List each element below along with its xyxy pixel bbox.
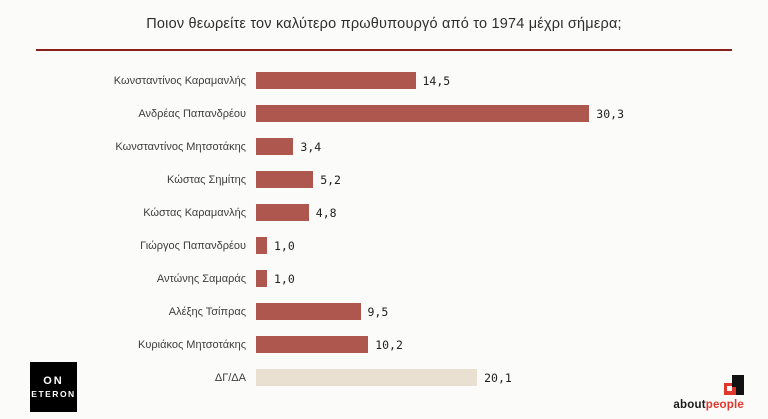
bar-area: 30,3: [256, 105, 624, 122]
chart-row: Κώστας Καραμανλής 4,8: [0, 196, 768, 229]
chart-row: Ανδρέας Παπανδρέου 30,3: [0, 97, 768, 130]
aboutpeople-icon: [724, 375, 744, 395]
value-label: 1,0: [274, 238, 295, 253]
bar-area: 3,4: [256, 138, 321, 155]
value-label: 10,2: [375, 337, 403, 352]
value-label: 20,1: [484, 370, 512, 385]
value-label: 9,5: [367, 304, 389, 319]
category-label: Κωνσταντίνος Μητσοτάκης: [115, 140, 246, 153]
category-label: Ανδρέας Παπανδρέου: [138, 107, 246, 120]
bar: [256, 237, 267, 254]
bar-area: 9,5: [256, 303, 388, 320]
category-label: Αλέξης Τσίπρας: [168, 305, 246, 318]
category-label: ΔΓ/ΔΑ: [214, 371, 246, 384]
chart-row: ΔΓ/ΔΑ 20,1: [0, 361, 768, 394]
bar: [256, 171, 314, 188]
bar-area: 14,5: [256, 72, 450, 89]
bar: [256, 204, 309, 221]
bar: [256, 336, 369, 353]
category-label: Αντώνης Σαμαράς: [156, 272, 246, 285]
bar-area: 4,8: [256, 204, 337, 221]
title-divider: [36, 49, 732, 51]
bar-area: 1,0: [256, 237, 295, 254]
page-title: Ποιον θεωρείτε τον καλύτερο πρωθυπουργό …: [146, 16, 622, 32]
chart-row: Κωνσταντίνος Καραμανλής 14,5: [0, 64, 768, 97]
bar-area: 5,2: [256, 171, 341, 188]
value-label: 30,3: [596, 106, 624, 121]
aboutpeople-word-about: about: [673, 399, 706, 411]
value-label: 14,5: [422, 73, 451, 88]
bar: [256, 369, 478, 386]
bar-area: 20,1: [256, 369, 512, 386]
chart-row: Αντώνης Σαμαράς 1,0: [0, 262, 768, 295]
chart-row: Γιώργος Παπανδρέου 1,0: [0, 229, 768, 262]
eteron-logo-line2: ETERON: [31, 389, 76, 399]
value-label: 1,0: [274, 271, 295, 286]
value-label: 5,2: [320, 172, 341, 187]
aboutpeople-wordmark: aboutpeople: [673, 399, 744, 411]
category-label: Κυριάκος Μητσοτάκης: [138, 338, 246, 351]
category-label: Κώστας Σημίτης: [167, 173, 246, 186]
category-label: Κώστας Καραμανλής: [143, 206, 246, 219]
aboutpeople-word-people: people: [705, 399, 744, 411]
chart-row: Κώστας Σημίτης 5,2: [0, 163, 768, 196]
category-label: Γιώργος Παπανδρέου: [140, 239, 246, 252]
chart-row: Κυριάκος Μητσοτάκης 10,2: [0, 328, 768, 361]
bar: [256, 303, 361, 320]
bar: [256, 138, 294, 155]
bar: [256, 105, 590, 122]
bar-chart: Κωνσταντίνος Καραμανλής 14,5 Ανδρέας Παπαν…: [0, 64, 768, 394]
chart-row: Κωνσταντίνος Μητσοτάκης 3,4: [0, 130, 768, 163]
chart-row: Αλέξης Τσίπρας 9,5: [0, 295, 768, 328]
value-label: 3,4: [300, 139, 322, 154]
bar-area: 10,2: [256, 336, 403, 353]
eteron-logo-line1: ON: [43, 375, 64, 387]
bar-area: 1,0: [256, 270, 295, 287]
eteron-logo: ON ETERON: [30, 362, 77, 412]
aboutpeople-logo: aboutpeople: [673, 375, 744, 411]
value-label: 4,8: [315, 205, 337, 220]
bar: [256, 72, 416, 89]
category-label: Κωνσταντίνος Καραμανλής: [113, 74, 246, 87]
bar: [256, 270, 267, 287]
